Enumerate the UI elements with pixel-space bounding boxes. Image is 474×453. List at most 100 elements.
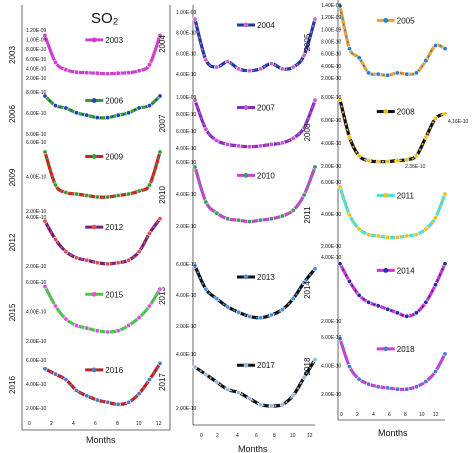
y-tick-label: 2.00E-10 bbox=[321, 164, 342, 170]
x-tick-label: 12 bbox=[307, 433, 313, 439]
data-point bbox=[225, 386, 231, 392]
data-point bbox=[337, 261, 343, 267]
series-line-2013 bbox=[193, 264, 317, 320]
legend-marker bbox=[243, 105, 249, 110]
data-point bbox=[247, 219, 253, 225]
legend-marker bbox=[383, 109, 389, 114]
data-point bbox=[394, 70, 400, 76]
legend-label: 2006 bbox=[105, 97, 123, 106]
x-tick-label: 12 bbox=[156, 421, 162, 427]
y-tick-label: 1.00E-09 bbox=[321, 27, 342, 33]
data-point bbox=[268, 141, 274, 147]
data-point bbox=[257, 217, 263, 223]
data-point bbox=[442, 111, 448, 117]
data-point bbox=[52, 59, 58, 65]
figure-title: SO₂ bbox=[91, 10, 119, 27]
y-tick-label: 2.00E-10 bbox=[26, 264, 47, 270]
legend-label: 2017 bbox=[257, 361, 275, 370]
data-point bbox=[279, 307, 285, 313]
x-tick-label: 0 bbox=[340, 412, 343, 418]
legend-label: 2012 bbox=[105, 223, 123, 232]
data-point bbox=[94, 260, 100, 266]
data-point bbox=[268, 60, 274, 66]
y-tick-label: 8.00E-10 bbox=[26, 90, 47, 96]
data-point bbox=[147, 103, 153, 109]
panel-2010: 6.00E-10 4.00E-10 2.00E-10 2010 2010 bbox=[158, 160, 318, 230]
data-point bbox=[413, 70, 419, 76]
x-tick-label: 4 bbox=[72, 421, 75, 427]
data-point bbox=[301, 125, 307, 131]
data-point bbox=[413, 232, 419, 238]
panel-2011: 6.00E-10 4.00E-10 2.00E-10 2011 2011 bbox=[303, 180, 448, 250]
x-axis-title: Months bbox=[238, 444, 268, 453]
data-point bbox=[432, 368, 438, 374]
data-point bbox=[225, 216, 231, 222]
data-point bbox=[136, 391, 142, 397]
panel-2009: 6.00E-10 4.00E-10 2.00E-10 2009 2009 bbox=[8, 140, 163, 215]
data-point bbox=[105, 329, 111, 335]
data-point bbox=[126, 399, 132, 405]
data-point bbox=[84, 257, 90, 263]
data-point bbox=[225, 141, 231, 147]
data-point bbox=[73, 322, 79, 328]
series-line-2004 bbox=[193, 17, 317, 73]
data-point bbox=[394, 386, 400, 392]
data-point bbox=[356, 226, 362, 232]
data-point bbox=[346, 363, 352, 369]
data-point bbox=[236, 143, 242, 149]
legend-label: 2008 bbox=[397, 108, 415, 117]
legend-label: 2011 bbox=[397, 191, 415, 200]
data-point bbox=[356, 376, 362, 382]
panel-2004: 1.00E-09 8.00E-10 6.00E-10 4.00E-10 2004 2004 bbox=[158, 10, 318, 78]
column-frame-3 bbox=[337, 0, 445, 421]
x-axis-title: Months bbox=[86, 435, 116, 445]
data-point bbox=[375, 303, 381, 309]
legend-label: 2004 bbox=[257, 21, 275, 30]
data-point bbox=[63, 105, 69, 111]
x-tick-label: 8 bbox=[404, 412, 407, 418]
data-point bbox=[42, 283, 48, 289]
data-point bbox=[257, 401, 263, 407]
data-point bbox=[147, 377, 153, 383]
data-point bbox=[136, 188, 142, 194]
y-tick-label: 4.00E-10 bbox=[26, 66, 47, 72]
data-point bbox=[126, 322, 132, 328]
data-point bbox=[346, 134, 352, 140]
legend-marker bbox=[243, 274, 249, 280]
x-tick-label: 0 bbox=[28, 421, 31, 427]
y-tick-label: 6.00E-10 bbox=[321, 180, 342, 186]
data-point bbox=[52, 303, 58, 309]
y-tick-label: 2.00E-10 bbox=[176, 406, 197, 412]
x-tick-label: 2 bbox=[356, 412, 359, 418]
data-point bbox=[147, 303, 153, 309]
data-point bbox=[136, 249, 142, 255]
data-point bbox=[136, 68, 142, 74]
data-point bbox=[385, 234, 391, 240]
data-point bbox=[236, 217, 242, 223]
data-point bbox=[73, 387, 79, 393]
data-point bbox=[105, 115, 111, 121]
x-axis-col2: 0 2 4 6 8 10 12 Months bbox=[200, 433, 313, 453]
legend-label: 2018 bbox=[397, 345, 415, 354]
data-point bbox=[84, 70, 90, 76]
data-point bbox=[279, 213, 285, 219]
data-point bbox=[404, 157, 410, 163]
data-point bbox=[268, 403, 274, 409]
data-point bbox=[385, 385, 391, 391]
y-tick-label: 2.00E-10 bbox=[321, 319, 342, 325]
panel-2016: 6.00E-10 4.00E-10 2.00E-10 2016 2016 bbox=[8, 358, 163, 412]
legend-label: 2005 bbox=[397, 16, 415, 25]
data-point bbox=[214, 64, 220, 70]
data-point bbox=[366, 299, 372, 305]
y-tick-label: 6.00E-10 bbox=[26, 280, 47, 286]
panel-2015: 6.00E-10 4.00E-10 2.00E-10 2015 2015 bbox=[8, 280, 163, 345]
data-point bbox=[94, 115, 100, 121]
data-point bbox=[94, 397, 100, 403]
x-tick-label: 8 bbox=[273, 433, 276, 439]
data-point bbox=[126, 110, 132, 116]
year-axis-label: 2007 bbox=[158, 114, 167, 132]
data-point bbox=[214, 379, 220, 385]
data-point bbox=[404, 313, 410, 319]
data-point bbox=[157, 32, 163, 38]
